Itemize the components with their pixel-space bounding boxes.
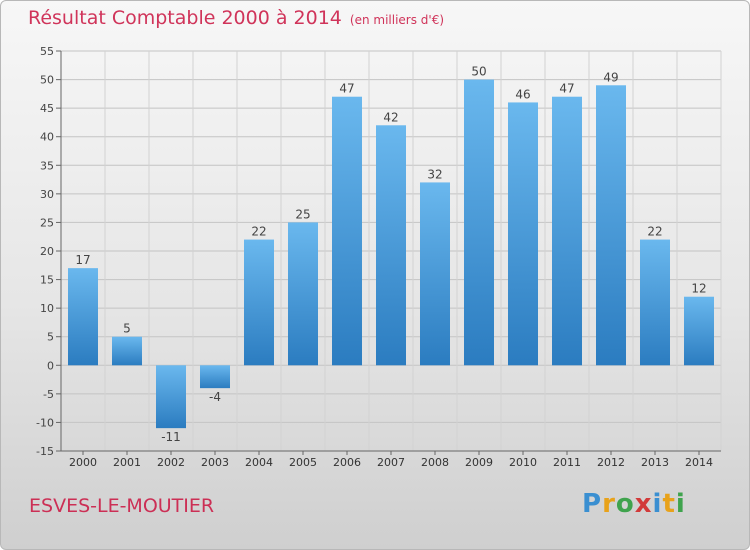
x-tick-label: 2001 xyxy=(113,456,141,469)
bar xyxy=(156,365,186,429)
bar xyxy=(288,222,318,366)
logo-letter: i xyxy=(675,489,686,519)
y-tick-label: 50 xyxy=(40,74,54,87)
bar xyxy=(640,239,670,366)
y-tick-label: -10 xyxy=(36,416,54,429)
logo-letter: i xyxy=(652,489,663,519)
bar xyxy=(332,96,362,366)
data-label: 46 xyxy=(515,87,530,101)
x-tick-label: 2014 xyxy=(685,456,713,469)
x-tick-label: 2012 xyxy=(597,456,625,469)
chart-title-text: Résultat Comptable 2000 à 2014 xyxy=(28,7,342,29)
y-tick-label: 20 xyxy=(40,245,54,258)
bar xyxy=(112,336,142,366)
bar xyxy=(464,79,494,366)
bar xyxy=(68,268,98,366)
y-tick-label: 0 xyxy=(47,359,54,372)
logo-letter: x xyxy=(634,489,653,519)
data-label: -4 xyxy=(209,390,221,404)
y-tick-label: -15 xyxy=(36,445,54,458)
x-tick-label: 2007 xyxy=(377,456,405,469)
x-tick-label: 2002 xyxy=(157,456,185,469)
x-tick-label: 2009 xyxy=(465,456,493,469)
bar xyxy=(376,125,406,366)
y-tick-label: 15 xyxy=(40,274,54,287)
logo-letter: t xyxy=(662,489,676,519)
logo-letter: P xyxy=(582,489,603,519)
data-label: 50 xyxy=(471,65,486,79)
bar-layer xyxy=(68,79,714,429)
data-label: 32 xyxy=(427,167,442,181)
data-label: 47 xyxy=(339,82,354,96)
label-layer: 17 5 -11 -4 22 25 47 42 32 50 46 47 49 22 12 xyxy=(75,65,706,445)
logo-letter: r xyxy=(602,489,616,519)
x-tick-label: 2013 xyxy=(641,456,669,469)
y-tick-label: 35 xyxy=(40,159,54,172)
data-label: 5 xyxy=(123,322,131,336)
x-tick-label: 2004 xyxy=(245,456,273,469)
bar xyxy=(508,102,538,366)
bar xyxy=(684,296,714,366)
bar xyxy=(200,365,230,389)
y-tick-label: 45 xyxy=(40,102,54,115)
x-tick-label: 2000 xyxy=(69,456,97,469)
town-name: ESVES-LE-MOUTIER xyxy=(29,495,215,517)
data-label: 17 xyxy=(75,253,90,267)
data-label: 12 xyxy=(691,282,706,296)
data-label: 49 xyxy=(603,70,618,84)
chart-subtitle: (en milliers d'€) xyxy=(349,13,445,27)
x-tick-label: 2010 xyxy=(509,456,537,469)
x-tick-label: 2008 xyxy=(421,456,449,469)
data-label: 25 xyxy=(295,207,310,221)
bar xyxy=(420,182,450,366)
data-label: 47 xyxy=(559,82,574,96)
bar xyxy=(552,96,582,366)
y-tick-label: 30 xyxy=(40,188,54,201)
y-tick-label: -5 xyxy=(43,388,54,401)
data-label: 22 xyxy=(251,225,266,239)
x-tick-label: 2011 xyxy=(553,456,581,469)
chart-title: Résultat Comptable 2000 à 2014 (en millie… xyxy=(28,7,444,29)
y-tick-label: 25 xyxy=(40,216,54,229)
x-tick-label: 2005 xyxy=(289,456,317,469)
data-label: -11 xyxy=(161,430,181,444)
proxiti-logo[interactable]: Proxiti xyxy=(582,489,686,519)
x-tick-label: 2006 xyxy=(333,456,361,469)
data-label: 22 xyxy=(647,225,662,239)
y-tick-label: 10 xyxy=(40,302,54,315)
y-tick-label: 5 xyxy=(47,331,54,344)
x-tick-label: 2003 xyxy=(201,456,229,469)
data-label: 42 xyxy=(383,110,398,124)
bar xyxy=(244,239,274,366)
y-tick-label: 40 xyxy=(40,131,54,144)
axis-layer: -15 -10 -5 0 5 10 15 20 25 30 35 40 45 50 55 2000 2001 20… xyxy=(36,45,721,469)
logo-letter: o xyxy=(615,489,635,519)
y-tick-label: 55 xyxy=(40,45,54,58)
bar xyxy=(596,85,626,366)
